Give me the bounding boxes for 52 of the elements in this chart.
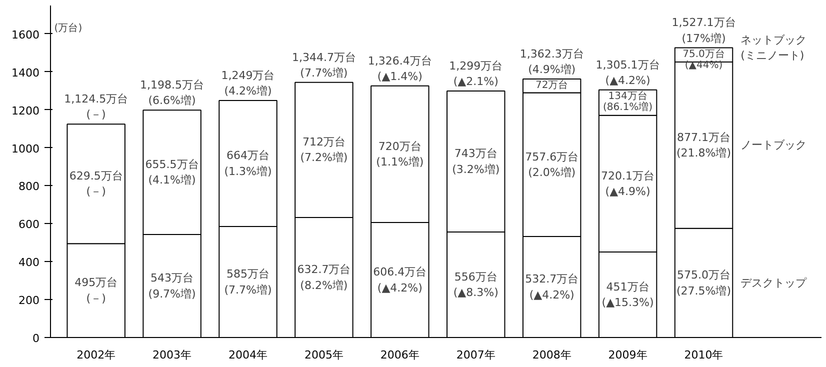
y-tick-label: 200 bbox=[18, 294, 40, 308]
total-label: 1,344.7万台 (7.7%増) bbox=[292, 50, 356, 80]
data-label: 575.0万台 (27.5%増) bbox=[676, 268, 732, 298]
series-label: ネットブック (ミニノート) bbox=[740, 33, 807, 62]
data-label: 134万台 (86.1%増) bbox=[603, 90, 653, 113]
data-label: 720.1万台 (▲4.9%) bbox=[601, 169, 655, 198]
x-tick-label: 2005年 bbox=[304, 348, 344, 362]
x-tick-label: 2003年 bbox=[152, 348, 192, 362]
data-label: 75.0万台 (▲44%) bbox=[682, 48, 725, 71]
total-label: 1,249万台 (4.2%増) bbox=[221, 68, 275, 98]
data-label: 632.7万台 (8.2%増) bbox=[297, 263, 351, 292]
data-label: 664万台 (1.3%増) bbox=[224, 149, 272, 178]
data-label: 877.1万台 (21.8%増) bbox=[676, 130, 732, 160]
data-label: 451万台 (▲15.3%) bbox=[602, 280, 654, 310]
data-label: 743万台 (3.2%増) bbox=[452, 147, 500, 176]
total-label: 1,326.4万台 (▲1.4%) bbox=[368, 54, 432, 83]
data-label: 606.4万台 (▲4.2%) bbox=[373, 266, 427, 294]
data-label: 757.6万台 (2.0%増) bbox=[525, 150, 579, 179]
data-label: 720万台 (1.1%増) bbox=[376, 140, 424, 168]
total-label: 1,299万台 (▲2.1%) bbox=[449, 59, 503, 88]
data-label: 712万台 (7.2%増) bbox=[300, 136, 348, 164]
y-axis-title: (万台) bbox=[54, 22, 82, 34]
y-tick-label: 800 bbox=[18, 180, 40, 194]
y-tick-label: 1400 bbox=[12, 66, 40, 80]
data-label: 585万台 (7.7%増) bbox=[224, 268, 272, 296]
x-tick-label: 2006年 bbox=[380, 348, 420, 362]
y-tick-label: 400 bbox=[18, 256, 40, 270]
data-label: 532.7万台 (▲4.2%) bbox=[525, 272, 579, 302]
x-tick-label: 2008年 bbox=[532, 348, 572, 362]
data-label: 556万台 (▲8.3%) bbox=[453, 270, 498, 300]
total-label: 1,198.5万台 (6.6%増) bbox=[140, 78, 204, 108]
data-label: 72万台 bbox=[535, 79, 568, 92]
data-label: 543万台 (9.7%増) bbox=[148, 272, 196, 300]
total-label: 1,362.3万台 (4.9%増) bbox=[520, 47, 584, 76]
y-tick-label: 1600 bbox=[12, 28, 40, 42]
y-tick-label: 1200 bbox=[12, 104, 40, 118]
x-tick-label: 2007年 bbox=[456, 348, 496, 362]
y-tick-label: 0 bbox=[32, 332, 40, 345]
total-label: 1,124.5万台 (－) bbox=[64, 92, 128, 122]
total-label: 1,305.1万台 (▲4.2%) bbox=[596, 58, 660, 87]
total-label: 1,527.1万台 (17%増) bbox=[672, 16, 736, 45]
data-label: 655.5万台 (4.1%増) bbox=[145, 158, 199, 187]
data-label: 495万台 (－) bbox=[74, 276, 118, 305]
data-label: 629.5万台 (－) bbox=[69, 170, 123, 198]
series-label: ノートブック bbox=[740, 138, 807, 152]
y-tick-label: 600 bbox=[18, 218, 40, 232]
x-tick-label: 2004年 bbox=[228, 348, 268, 362]
x-tick-label: 2009年 bbox=[608, 348, 648, 362]
series-label: デスクトップ bbox=[740, 276, 808, 290]
x-tick-label: 2002年 bbox=[76, 348, 116, 362]
y-tick-label: 1000 bbox=[12, 142, 40, 156]
x-tick-label: 2010年 bbox=[684, 348, 724, 362]
